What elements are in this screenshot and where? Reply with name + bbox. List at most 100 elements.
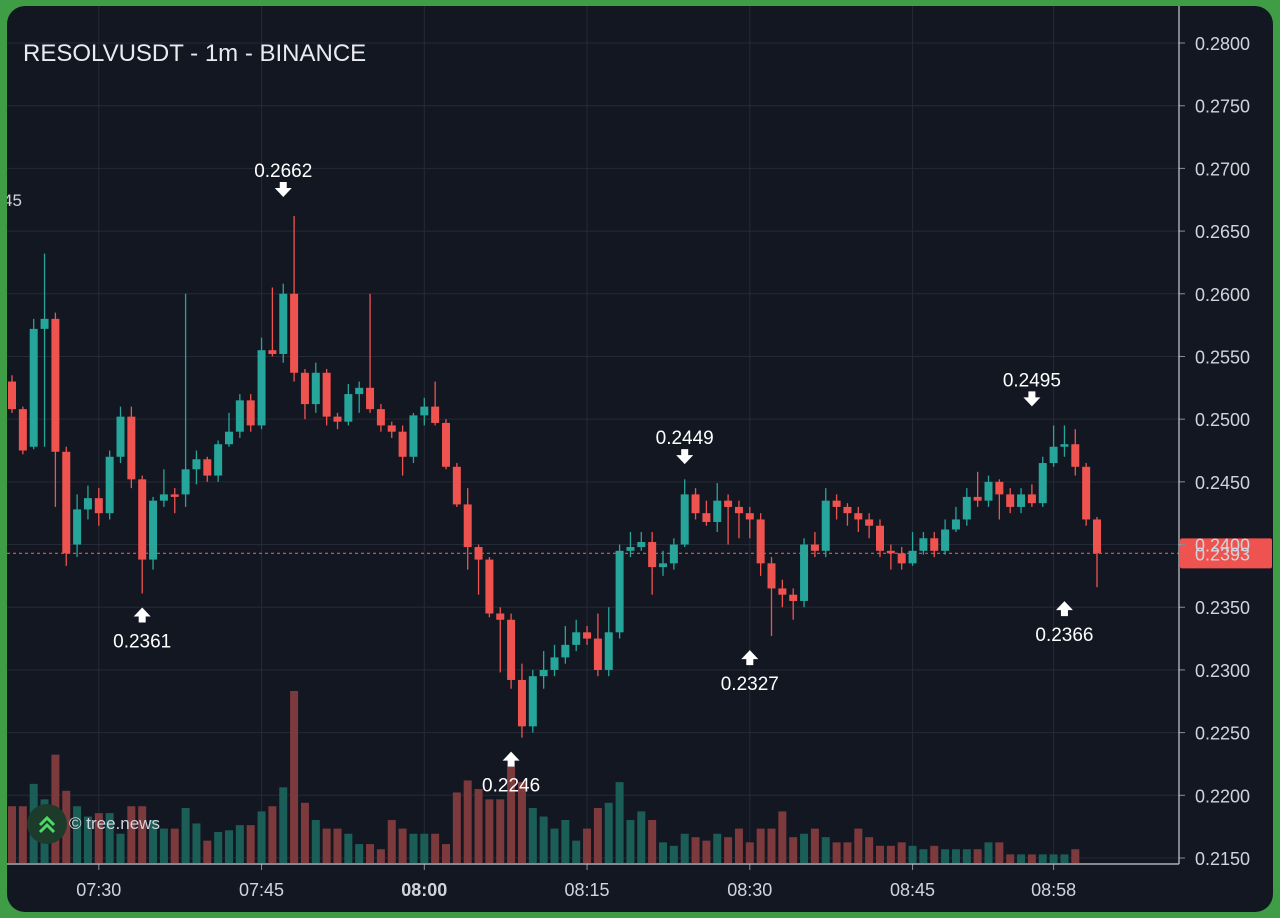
candle-body — [1038, 463, 1047, 504]
candle — [127, 406, 136, 489]
candle — [485, 557, 494, 618]
candle — [62, 446, 71, 566]
volume-bar — [756, 828, 765, 863]
chart-title: RESOLVUSDT - 1m - BINANCE — [23, 40, 367, 67]
volume-bar — [170, 828, 179, 863]
candle — [919, 532, 928, 555]
candle-body — [1017, 494, 1026, 507]
candle-body — [29, 328, 38, 447]
candle-body — [941, 529, 950, 551]
candle — [1027, 484, 1036, 507]
candle — [452, 463, 461, 507]
volume-bar — [1060, 854, 1069, 863]
y-tick-label: 0.2350 — [1195, 598, 1250, 618]
candle — [713, 483, 722, 532]
volume-bar — [366, 844, 375, 863]
volume-bar — [485, 799, 494, 863]
candlestick-chart[interactable]: 0.2393 0.26620.23610.22460.24490.23270.2… — [7, 6, 1273, 912]
candle-body — [442, 422, 450, 467]
candle — [539, 651, 548, 689]
candle — [941, 519, 950, 555]
candle — [669, 538, 678, 570]
y-tick-label: 0.2800 — [1195, 34, 1250, 54]
current-price-badge — [1180, 538, 1272, 569]
low-annotation: 0.2361 — [113, 607, 171, 652]
candle — [626, 532, 635, 558]
volume-bar — [290, 691, 299, 863]
candle — [659, 550, 667, 576]
candle-body — [669, 544, 678, 564]
volume-bar — [659, 842, 667, 863]
candle — [1038, 456, 1047, 507]
volume-bar — [789, 837, 798, 863]
high-annotation: 0.2662 — [254, 161, 312, 198]
volume-bar — [344, 833, 353, 863]
volume-bar — [593, 807, 602, 863]
candle — [138, 475, 147, 594]
arrow-up-icon — [502, 751, 520, 767]
candle — [691, 488, 700, 520]
candle-body — [149, 500, 158, 560]
candle — [680, 479, 689, 548]
candle — [583, 626, 592, 645]
volume-bar — [561, 820, 570, 863]
candle-body — [593, 638, 602, 670]
annotation-label: 0.2662 — [254, 161, 312, 182]
candle — [507, 613, 516, 689]
candle-body — [398, 431, 407, 457]
candle — [734, 500, 743, 539]
candle — [246, 394, 255, 432]
candle-body — [290, 293, 299, 373]
candle — [40, 253, 49, 447]
volume-bar — [138, 806, 147, 863]
candle — [420, 397, 429, 426]
volume-bar — [463, 780, 472, 863]
volume-bar — [908, 845, 917, 863]
volume-bar — [973, 849, 982, 863]
candle — [637, 532, 646, 551]
candle-body — [745, 513, 754, 520]
candle-body — [333, 416, 342, 422]
volume-bar — [116, 833, 125, 863]
candle-body — [973, 496, 982, 501]
candle-body — [810, 544, 819, 551]
candle — [105, 450, 114, 520]
candle — [810, 532, 819, 558]
volume-bar — [452, 792, 461, 863]
arrow-up-icon — [133, 607, 151, 623]
volume-bar — [854, 828, 863, 863]
candle-body — [485, 559, 494, 614]
annotation-label: 0.2495 — [1003, 370, 1061, 391]
candle — [517, 663, 526, 738]
candle-body — [908, 550, 917, 564]
candle-body — [507, 619, 516, 680]
candle — [930, 532, 939, 558]
candle — [984, 475, 993, 507]
volume-bar — [507, 766, 516, 863]
current-price-label: 0.2393 — [1195, 544, 1250, 564]
candle-body — [1071, 444, 1080, 467]
candle — [73, 494, 82, 558]
volume-bar — [73, 806, 82, 863]
candle-body — [691, 494, 700, 514]
y-tick-label: 0.2500 — [1195, 410, 1250, 430]
candle — [854, 506, 863, 532]
candle-body — [127, 416, 136, 480]
volume-bar — [919, 849, 928, 863]
volume-bar — [181, 807, 190, 863]
candle — [1006, 488, 1015, 514]
volume-bar — [995, 842, 1004, 863]
candle-body — [279, 293, 288, 354]
candle — [279, 283, 288, 363]
candle-body — [51, 318, 60, 452]
candle-body — [474, 547, 483, 560]
candle — [387, 421, 396, 438]
candle — [8, 375, 16, 413]
candle-body — [8, 381, 16, 410]
low-annotation: 0.2366 — [1035, 601, 1094, 646]
volume-bar — [669, 845, 678, 863]
candle — [442, 419, 450, 470]
candle — [257, 337, 266, 430]
candle-body — [83, 498, 92, 510]
y-tick-label: 0.2750 — [1195, 97, 1250, 117]
